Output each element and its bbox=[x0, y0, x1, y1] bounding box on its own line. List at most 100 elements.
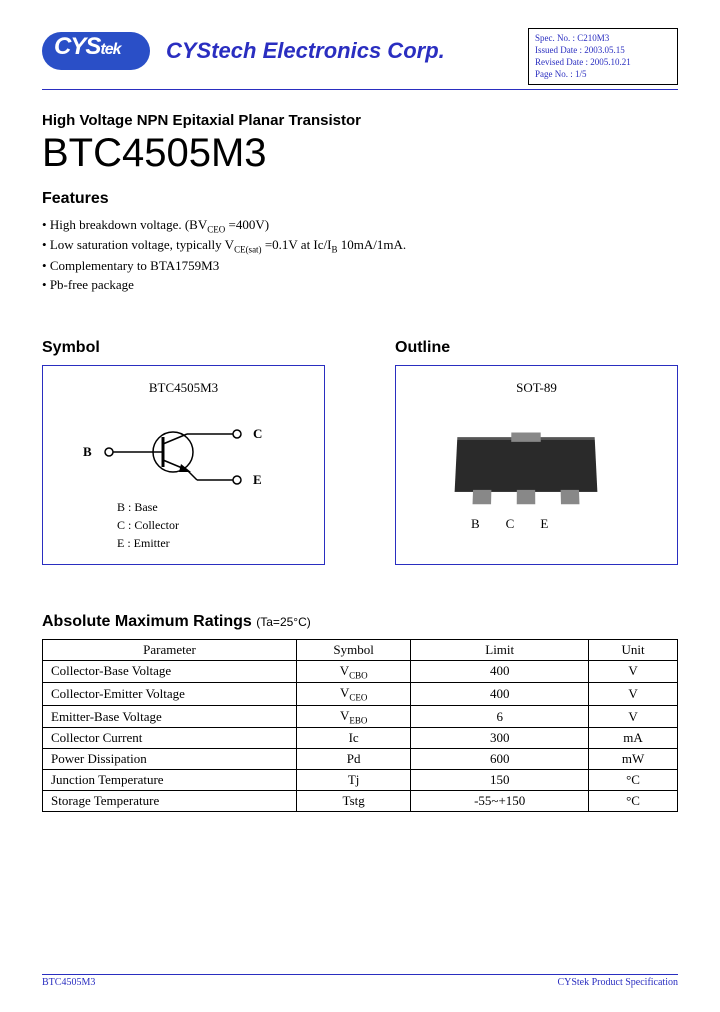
col-unit: Unit bbox=[589, 639, 678, 660]
logo: CYStek bbox=[42, 28, 152, 72]
pin-e-label: E bbox=[253, 472, 262, 488]
ratings-header-row: Parameter Symbol Limit Unit bbox=[43, 639, 678, 660]
table-cell: V bbox=[589, 683, 678, 706]
table-cell: 400 bbox=[411, 660, 589, 683]
revised-row: Revised Date : 2005.10.21 bbox=[535, 56, 671, 68]
package-lead bbox=[517, 489, 536, 503]
table-cell: Tj bbox=[297, 770, 411, 791]
ratings-title: Absolute Maximum Ratings bbox=[42, 613, 252, 630]
feature-item: Complementary to BTA1759M3 bbox=[42, 257, 678, 276]
spec-box: Spec. No. : C210M3 Issued Date : 2003.05… bbox=[528, 28, 678, 85]
features-heading: Features bbox=[42, 190, 678, 208]
table-cell: 150 bbox=[411, 770, 589, 791]
table-cell: Pd bbox=[297, 749, 411, 770]
features-list: High breakdown voltage. (BVCEO =400V) Lo… bbox=[42, 216, 678, 295]
company-name: CYStech Electronics Corp. bbox=[166, 28, 514, 64]
pin-c-label: C bbox=[253, 426, 262, 442]
issued-row: Issued Date : 2003.05.15 bbox=[535, 44, 671, 56]
ratings-table: Parameter Symbol Limit Unit Collector-Ba… bbox=[42, 639, 678, 813]
package-lead bbox=[561, 489, 580, 503]
table-cell: -55~+150 bbox=[411, 791, 589, 812]
table-row: Storage TemperatureTstg-55~+150°C bbox=[43, 791, 678, 812]
table-cell: Storage Temperature bbox=[43, 791, 297, 812]
table-cell: VCEO bbox=[297, 683, 411, 706]
col-symbol: Symbol bbox=[297, 639, 411, 660]
logo-text: CYStek bbox=[54, 33, 120, 61]
table-cell: mA bbox=[589, 728, 678, 749]
feature-item: High breakdown voltage. (BVCEO =400V) bbox=[42, 216, 678, 237]
transistor-symbol-icon bbox=[93, 412, 263, 502]
table-cell: V bbox=[589, 660, 678, 683]
table-cell: Power Dissipation bbox=[43, 749, 297, 770]
spec-no-row: Spec. No. : C210M3 bbox=[535, 32, 671, 44]
table-cell: °C bbox=[589, 791, 678, 812]
table-cell: Collector-Emitter Voltage bbox=[43, 683, 297, 706]
issued-label: Issued Date : bbox=[535, 45, 582, 55]
pin-b-label: B bbox=[83, 444, 92, 460]
outline-heading: Outline bbox=[395, 339, 678, 357]
spec-no: C210M3 bbox=[577, 33, 609, 43]
page-label: Page No. : bbox=[535, 69, 573, 79]
footer-left: BTC4505M3 bbox=[42, 977, 95, 988]
legend-line: C : Collector bbox=[117, 516, 179, 534]
table-cell: VCBO bbox=[297, 660, 411, 683]
footer: BTC4505M3 CYStek Product Specification bbox=[42, 974, 678, 988]
revised-label: Revised Date : bbox=[535, 57, 588, 67]
revised-date: 2005.10.21 bbox=[590, 57, 631, 67]
table-cell: V bbox=[589, 705, 678, 728]
part-number: BTC4505M3 bbox=[42, 131, 678, 176]
page-no: 1/5 bbox=[575, 69, 587, 79]
table-cell: °C bbox=[589, 770, 678, 791]
outline-package: SOT-89 bbox=[406, 376, 667, 396]
header: CYStek CYStech Electronics Corp. Spec. N… bbox=[42, 28, 678, 85]
col-parameter: Parameter bbox=[43, 639, 297, 660]
outline-pin: B bbox=[471, 516, 480, 532]
symbol-column: Symbol BTC4505M3 B C E B : Base bbox=[42, 339, 325, 565]
symbol-label: BTC4505M3 bbox=[53, 376, 314, 396]
ratings-body: Collector-Base VoltageVCBO400VCollector-… bbox=[43, 660, 678, 812]
table-cell: Collector-Base Voltage bbox=[43, 660, 297, 683]
legend-line: B : Base bbox=[117, 498, 179, 516]
subtitle: High Voltage NPN Epitaxial Planar Transi… bbox=[42, 112, 678, 129]
table-cell: Collector Current bbox=[43, 728, 297, 749]
outline-pin: C bbox=[506, 516, 515, 532]
logo-main: CYS bbox=[54, 33, 100, 60]
table-cell: 600 bbox=[411, 749, 589, 770]
outline-box: SOT-89 B C E bbox=[395, 365, 678, 565]
ratings-heading: Absolute Maximum Ratings (Ta=25°C) bbox=[42, 613, 678, 631]
table-cell: 400 bbox=[411, 683, 589, 706]
legend-line: E : Emitter bbox=[117, 534, 179, 552]
outline-pin-row: B C E bbox=[471, 516, 548, 532]
issued-date: 2003.05.15 bbox=[584, 45, 625, 55]
logo-sub: tek bbox=[100, 41, 120, 58]
symbol-heading: Symbol bbox=[42, 339, 325, 357]
outline-column: Outline SOT-89 B C E bbox=[395, 339, 678, 565]
spec-no-label: Spec. No. : bbox=[535, 33, 575, 43]
col-limit: Limit bbox=[411, 639, 589, 660]
table-row: Collector-Base VoltageVCBO400V bbox=[43, 660, 678, 683]
table-row: Collector-Emitter VoltageVCEO400V bbox=[43, 683, 678, 706]
table-cell: VEBO bbox=[297, 705, 411, 728]
package-body-icon bbox=[455, 437, 598, 492]
symbol-outline-row: Symbol BTC4505M3 B C E B : Base bbox=[42, 339, 678, 565]
table-cell: mW bbox=[589, 749, 678, 770]
package-tab-top bbox=[511, 432, 541, 441]
table-row: Emitter-Base VoltageVEBO6V bbox=[43, 705, 678, 728]
symbol-box: BTC4505M3 B C E B : Base C : Collecto bbox=[42, 365, 325, 565]
outline-pin: E bbox=[540, 516, 548, 532]
page-row: Page No. : 1/5 bbox=[535, 68, 671, 80]
feature-item: Pb-free package bbox=[42, 276, 678, 295]
table-row: Junction TemperatureTj150°C bbox=[43, 770, 678, 791]
header-rule bbox=[42, 89, 678, 90]
table-cell: Emitter-Base Voltage bbox=[43, 705, 297, 728]
symbol-legend: B : Base C : Collector E : Emitter bbox=[117, 498, 179, 552]
ratings-condition: (Ta=25°C) bbox=[256, 615, 311, 629]
table-cell: Tstg bbox=[297, 791, 411, 812]
package-lead bbox=[473, 489, 492, 503]
table-row: Power DissipationPd600mW bbox=[43, 749, 678, 770]
table-cell: Junction Temperature bbox=[43, 770, 297, 791]
table-row: Collector CurrentIc300mA bbox=[43, 728, 678, 749]
footer-right: CYStek Product Specification bbox=[557, 977, 678, 988]
table-cell: 300 bbox=[411, 728, 589, 749]
table-cell: 6 bbox=[411, 705, 589, 728]
